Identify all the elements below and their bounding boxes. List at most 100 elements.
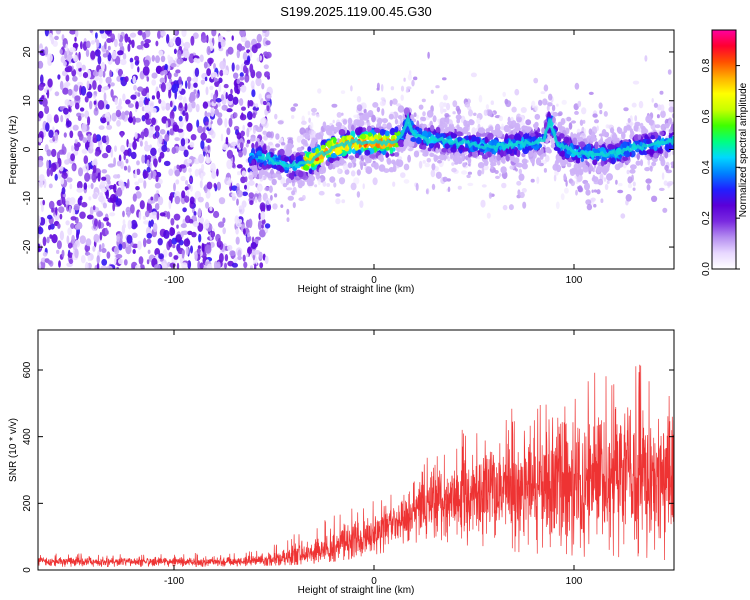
heatmap-cell xyxy=(641,125,646,134)
heatmap-cell xyxy=(456,108,462,115)
heatmap-cell xyxy=(667,69,672,75)
heatmap-cell xyxy=(187,230,193,236)
heatmap-cell xyxy=(85,238,92,247)
heatmap-cell xyxy=(101,61,105,71)
heatmap-cell xyxy=(174,30,178,35)
heatmap-cell xyxy=(101,117,107,123)
heatmap-cell xyxy=(588,165,594,172)
heatmap-cell xyxy=(157,30,161,39)
heatmap-cell xyxy=(210,162,216,173)
spectrogram-y-ticks: -20 -10 0 10 20 xyxy=(22,46,674,254)
heatmap-cell xyxy=(259,170,266,176)
heatmap-cell xyxy=(93,233,100,243)
heatmap-cell xyxy=(452,111,456,115)
heatmap-cell xyxy=(86,214,94,220)
heatmap-cell xyxy=(274,113,278,120)
heatmap-cell xyxy=(51,148,57,158)
heatmap-cell xyxy=(159,77,166,84)
heatmap-cell xyxy=(307,111,311,116)
heatmap-cell xyxy=(213,182,217,189)
heatmap-cell xyxy=(135,101,139,110)
heatmap-cell xyxy=(259,229,266,238)
heatmap-cell xyxy=(104,227,108,236)
heatmap-cell xyxy=(96,255,100,264)
heatmap-cell xyxy=(58,206,65,214)
heatmap-cell xyxy=(74,224,81,230)
heatmap-cell xyxy=(44,30,49,37)
heatmap-cell xyxy=(318,190,325,196)
heatmap-cell xyxy=(379,100,386,107)
heatmap-cell xyxy=(467,157,472,164)
heatmap-cell xyxy=(68,258,74,265)
heatmap-cell xyxy=(263,160,268,166)
heatmap-cell xyxy=(490,164,494,170)
heatmap-cell xyxy=(247,232,251,238)
heatmap-cell xyxy=(38,110,44,119)
heatmap-cell xyxy=(163,229,170,239)
heatmap-cell xyxy=(265,51,272,59)
heatmap-cell xyxy=(189,141,195,148)
heatmap-cell xyxy=(400,85,405,92)
heatmap-cell xyxy=(522,133,529,140)
heatmap-cell xyxy=(556,103,559,107)
heatmap-cell xyxy=(38,137,43,143)
heatmap-cell xyxy=(413,150,420,158)
heatmap-cell xyxy=(193,57,198,63)
heatmap-cell xyxy=(347,117,353,126)
heatmap-cell xyxy=(403,163,410,171)
heatmap-cell xyxy=(332,119,335,124)
heatmap-cell xyxy=(185,137,189,145)
heatmap-cell xyxy=(80,85,87,96)
heatmap-cell xyxy=(143,127,149,138)
heatmap-cell xyxy=(442,108,447,113)
heatmap-cell xyxy=(67,242,73,249)
heatmap-cell xyxy=(127,116,134,123)
heatmap-cell xyxy=(466,174,471,179)
heatmap-cell xyxy=(397,105,405,113)
heatmap-cell xyxy=(86,91,93,99)
heatmap-cell xyxy=(47,214,53,220)
heatmap-cell xyxy=(483,164,489,171)
heatmap-cell xyxy=(357,118,365,127)
heatmap-cell xyxy=(74,144,80,152)
heatmap-cell xyxy=(156,90,161,100)
heatmap-cell xyxy=(648,132,652,137)
heatmap-cell xyxy=(87,254,91,262)
heatmap-cell xyxy=(116,120,121,127)
heatmap-cell xyxy=(153,193,159,202)
heatmap-cell xyxy=(213,210,220,219)
heatmap-cell xyxy=(664,123,670,129)
heatmap-cell xyxy=(280,177,286,185)
heatmap-cell xyxy=(430,89,434,94)
heatmap-cell xyxy=(598,139,604,146)
heatmap-cell xyxy=(534,105,539,112)
heatmap-cell xyxy=(224,262,227,269)
heatmap-cell xyxy=(48,224,52,231)
heatmap-cell xyxy=(575,158,581,164)
heatmap-cell xyxy=(329,157,334,164)
heatmap-cell xyxy=(39,179,44,188)
heatmap-cell xyxy=(210,42,214,52)
heatmap-cell xyxy=(45,217,48,227)
heatmap-cell xyxy=(275,143,281,148)
heatmap-cell xyxy=(139,140,143,147)
heatmap-cell xyxy=(264,172,269,177)
heatmap-cell xyxy=(65,74,70,82)
heatmap-cell xyxy=(462,147,469,152)
heatmap-cell xyxy=(435,147,439,154)
heatmap-cell xyxy=(194,168,199,177)
heatmap-cell xyxy=(518,173,525,181)
heatmap-cell xyxy=(102,202,107,209)
heatmap-cell xyxy=(288,143,294,149)
heatmap-cell xyxy=(655,124,661,129)
heatmap-cell xyxy=(200,250,203,257)
heatmap-cell xyxy=(151,72,158,79)
heatmap-cell xyxy=(394,126,399,133)
heatmap-cell xyxy=(53,114,59,124)
heatmap-cell xyxy=(72,209,76,217)
heatmap-cell xyxy=(175,234,183,243)
heatmap-cell xyxy=(143,104,151,113)
heatmap-cell xyxy=(157,238,163,246)
heatmap-cell xyxy=(200,172,204,181)
heatmap-cell xyxy=(246,235,252,242)
